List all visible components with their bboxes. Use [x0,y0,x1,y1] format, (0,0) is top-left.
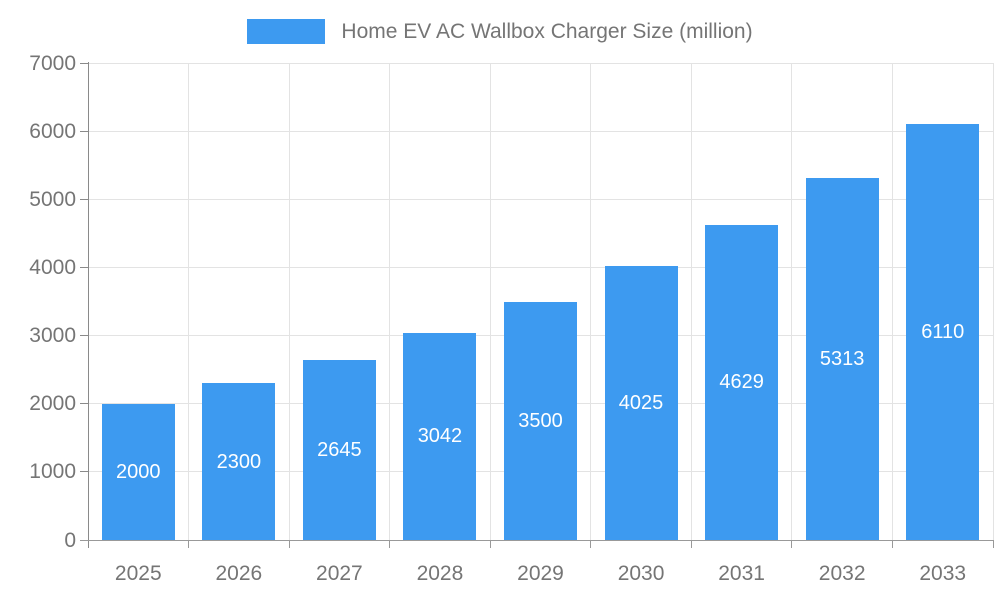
x-axis-tick [489,540,491,548]
x-axis-line [80,539,993,541]
y-axis-tick [80,335,88,337]
y-tick-label: 6000 [29,119,76,143]
x-tick-label-2031: 2031 [718,562,765,585]
y-gridline [88,130,993,132]
y-gridline [88,198,993,200]
x-gridline [690,63,692,540]
y-tick-label: 7000 [29,51,76,75]
x-gridline [992,63,994,540]
y-axis-tick [80,403,88,405]
bar-2029: 3500 [504,301,577,540]
y-axis-line [87,62,89,548]
x-tick-label-2029: 2029 [517,562,564,585]
y-axis-tick [80,62,88,64]
x-gridline [590,63,592,540]
x-axis-tick [590,540,592,548]
bar-value-label: 3042 [417,425,463,448]
bar-2031: 4629 [705,224,779,540]
bar-value-label: 3500 [518,409,563,432]
x-gridline [188,63,190,540]
legend-label: Home EV AC Wallbox Charger Size (million… [341,20,753,43]
bar-2025: 2000 [101,403,175,540]
bar-2027: 2645 [302,359,376,540]
x-tick-label-2033: 2033 [919,562,967,585]
x-axis-tick [188,540,190,548]
x-tick-label-2026: 2026 [215,562,263,585]
y-tick-label: 0 [64,528,76,552]
y-tick-label: 4000 [29,255,76,279]
x-gridline [791,63,793,540]
y-tick-label: 5000 [29,187,76,211]
x-axis-tick [389,540,391,548]
bar-2030: 4025 [604,265,678,540]
y-axis-tick [80,266,88,268]
y-tick-label: 2000 [29,392,76,416]
x-tick-label-2032: 2032 [818,562,866,585]
bar-value-label: 2000 [116,460,161,483]
x-gridline [288,63,290,540]
bar-2032: 5313 [805,177,879,540]
x-gridline [489,63,491,540]
bar-value-label: 5313 [819,347,865,370]
y-axis-tick [80,198,88,200]
x-tick-label-2028: 2028 [416,562,464,585]
bar-value-label: 4629 [719,371,764,394]
x-axis-tick [992,540,994,548]
bar-value-label: 2645 [317,438,362,461]
y-tick-label: 3000 [29,324,76,348]
legend[interactable]: Home EV AC Wallbox Charger Size (million… [0,19,1000,44]
y-gridline [88,62,993,64]
legend-swatch [247,19,326,44]
bar-value-label: 6110 [921,320,965,343]
y-axis-tick [80,130,88,132]
x-axis-tick [791,540,793,548]
x-tick-label-2025: 2025 [114,562,162,585]
x-axis-tick [690,540,692,548]
x-tick-label-2030: 2030 [617,562,665,585]
x-axis-tick [288,540,290,548]
y-tick-label: 1000 [29,460,76,484]
x-tick-label-2027: 2027 [316,562,363,585]
y-axis-tick [80,471,88,473]
y-gridline [88,266,993,268]
x-axis-tick [891,540,893,548]
x-gridline [891,63,893,540]
bar-2026: 2300 [202,383,276,540]
bar-value-label: 2300 [216,450,262,473]
bar-2028: 3042 [403,332,477,540]
bar-2033: 6110 [906,123,980,540]
x-gridline [389,63,391,540]
bar-value-label: 4025 [618,391,664,414]
